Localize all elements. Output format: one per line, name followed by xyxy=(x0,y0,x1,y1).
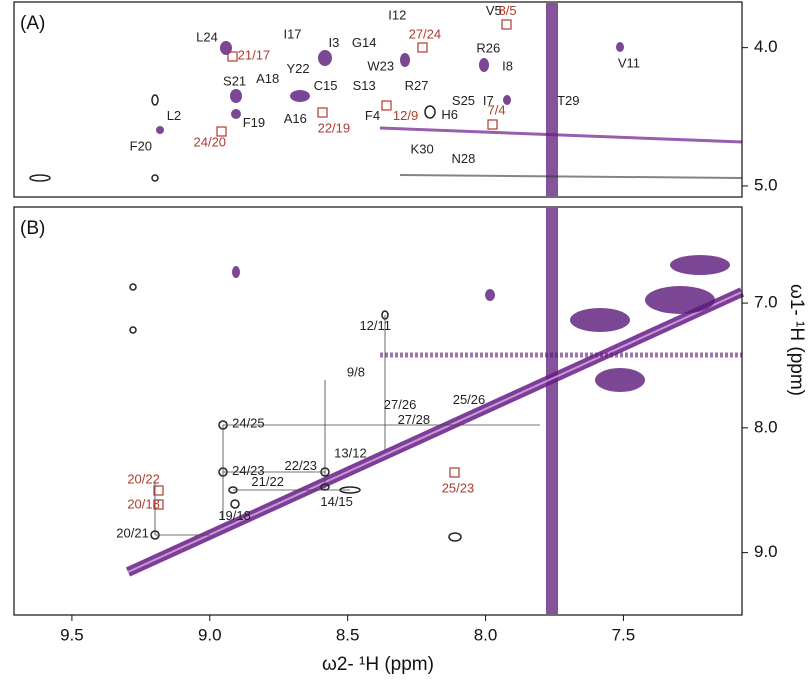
peak-label: N28 xyxy=(452,151,476,166)
peak-label: I8 xyxy=(502,58,513,73)
peak-label: R27 xyxy=(405,78,429,93)
peak-label: L2 xyxy=(167,108,181,123)
peak-label: 13/12 xyxy=(334,445,367,460)
peak-label: 20/21 xyxy=(116,525,149,540)
peak-label: A16 xyxy=(284,111,307,126)
peak-label: 22/23 xyxy=(285,458,318,473)
y-tick-label: 7.0 xyxy=(754,293,778,312)
panel-frame xyxy=(13,1,743,198)
peak-label: T29 xyxy=(557,93,579,108)
peak-label: A18 xyxy=(256,71,279,86)
peak-label: 7/4 xyxy=(488,103,506,118)
peak-label: 21/17 xyxy=(238,47,271,62)
peak-label: 8/5 xyxy=(499,3,517,18)
peak-label: 25/26 xyxy=(453,392,486,407)
peak-label: S13 xyxy=(353,78,376,93)
peak-label: F19 xyxy=(243,115,265,130)
peak-label: V11 xyxy=(618,56,640,71)
peak-label: 25/23 xyxy=(442,480,475,495)
peak-label: I12 xyxy=(388,7,406,22)
peak-label: 24/25 xyxy=(232,416,265,431)
x-axis-label: ω2- ¹H (ppm) xyxy=(322,654,434,675)
peak-label: I17 xyxy=(283,27,301,42)
peak-label: C15 xyxy=(314,78,338,93)
peak-label: H6 xyxy=(441,107,458,122)
peak-label: K30 xyxy=(411,141,434,156)
panel-label: (A) xyxy=(20,13,45,34)
peak-label: 12/11 xyxy=(359,318,391,333)
peak-label: 12/9 xyxy=(393,108,418,123)
peak-label: 22/19 xyxy=(318,121,351,136)
panel-label: (B) xyxy=(20,218,45,239)
peak-label: R26 xyxy=(476,40,500,55)
y-tick-label: 8.0 xyxy=(754,417,778,436)
peak-label: 20/22 xyxy=(127,472,160,487)
peak-label: 19/18 xyxy=(218,508,251,523)
x-tick-label: 7.5 xyxy=(612,625,636,644)
peak-label: F4 xyxy=(365,108,380,123)
panel-frame xyxy=(13,206,743,616)
spectrum-background xyxy=(29,3,745,614)
x-tick-label: 9.0 xyxy=(198,625,222,644)
peak-label: 24/23 xyxy=(232,463,265,478)
peak-label: 24/20 xyxy=(194,135,227,150)
peak-label: L24 xyxy=(196,29,218,44)
peak-label: F20 xyxy=(130,139,152,154)
peak-label: S25 xyxy=(452,93,475,108)
x-tick-label: 8.0 xyxy=(474,625,498,644)
peak-label: W23 xyxy=(367,58,394,73)
peak-label: S21 xyxy=(223,74,246,89)
peak-label: V5 xyxy=(486,3,502,18)
peak-label: I7 xyxy=(483,93,494,108)
peak-label: 27/28 xyxy=(398,412,431,427)
y-tick-label: 9.0 xyxy=(754,542,778,561)
peak-label: 20/18 xyxy=(127,497,160,512)
y-tick-label: 5.0 xyxy=(754,175,778,194)
peak-label: 27/24 xyxy=(409,27,442,42)
peak-label: 27/26 xyxy=(384,397,417,412)
peak-label: G14 xyxy=(352,35,377,50)
y-axis-label: ω1- ¹H (ppm) xyxy=(786,284,807,396)
x-tick-label: 9.5 xyxy=(60,625,84,644)
peak-label: 14/15 xyxy=(320,494,353,509)
peak-label: 9/8 xyxy=(347,364,365,379)
y-tick-label: 4.0 xyxy=(754,37,778,56)
peak-label: I3 xyxy=(328,35,339,50)
x-tick-label: 8.5 xyxy=(336,625,360,644)
peak-label: Y22 xyxy=(286,61,309,76)
peak-label: 21/22 xyxy=(251,474,284,489)
